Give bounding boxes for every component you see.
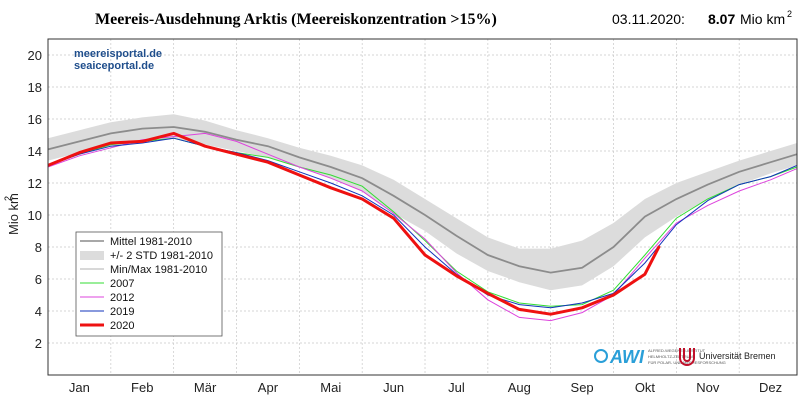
y-tick-label: 18: [28, 80, 42, 95]
y-tick-label: 16: [28, 112, 42, 127]
y-tick-label: 14: [28, 144, 42, 159]
series-line-2012: [47, 132, 798, 322]
y-tick-label: 10: [28, 208, 42, 223]
awi-logo-text: AWI: [609, 347, 645, 367]
legend-box: [75, 231, 223, 337]
plot-frame: [47, 38, 798, 376]
site-label-2: seaiceportal.de: [74, 60, 154, 72]
current-unit: Mio km: [740, 11, 785, 27]
awi-logo-small-1: ALFRED-WEGENER-INSTITUT: [648, 348, 706, 353]
uni-bremen-logo-icon: [679, 348, 695, 366]
y-tick-label: 4: [35, 304, 42, 319]
series-lines: [47, 126, 798, 322]
y-ticks: 2 4 6 8 10 12 14 16 18 20: [28, 48, 42, 351]
x-tick-label: Jan: [69, 380, 90, 395]
legend-label-std: +/- 2 STD 1981-2010: [110, 250, 213, 262]
x-tick-label: Dez: [759, 380, 782, 395]
legend-label-2020: 2020: [110, 320, 134, 332]
x-tick-label: Jun: [383, 380, 404, 395]
legend-label-2007: 2007: [110, 278, 134, 290]
x-tick-label: Mai: [320, 380, 341, 395]
series-line-2019: [47, 137, 798, 309]
std-band: [48, 114, 797, 291]
mean-line: [47, 126, 798, 274]
legend-label-minmax: Min/Max 1981-2010: [110, 264, 207, 276]
legend-swatch-std: [80, 251, 104, 260]
current-value: 8.07: [708, 11, 735, 27]
awi-logo-small-3: FÜR POLAR- UND MEERESFORSCHUNG: [648, 360, 726, 365]
y-axis-label: Mio km: [6, 193, 21, 235]
x-tick-label: Aug: [508, 380, 531, 395]
legend-label-2019: 2019: [110, 306, 134, 318]
x-ticks: Jan Feb Mär Apr Mai Jun Jul Aug Sep Okt Nov Dez: [69, 380, 782, 395]
uni-bremen-logo-text: Universität Bremen: [699, 351, 776, 361]
x-tick-label: Mär: [194, 380, 217, 395]
y-tick-label: 20: [28, 48, 42, 63]
awi-logo: AWI ALFRED-WEGENER-INSTITUT HELMHOLTZ-ZE…: [594, 347, 726, 367]
x-tick-label: Apr: [258, 380, 279, 395]
x-tick-label: Feb: [131, 380, 153, 395]
site-label-1: meereisportal.de: [74, 48, 162, 60]
x-tick-label: Jul: [448, 380, 465, 395]
y-axis-label-sup: 2: [3, 196, 13, 201]
x-tick-label: Sep: [571, 380, 594, 395]
x-tick-label: Nov: [696, 380, 720, 395]
legend: Mittel 1981-2010 +/- 2 STD 1981-2010 Min…: [75, 231, 223, 337]
legend-label-2012: 2012: [110, 292, 134, 304]
y-tick-label: 2: [35, 336, 42, 351]
y-tick-label: 12: [28, 176, 42, 191]
date-label: 03.11.2020:: [612, 11, 685, 27]
std-band-area: [48, 114, 797, 291]
chart-title: Meereis-Ausdehnung Arktis (Meereiskonzen…: [95, 11, 497, 28]
y-tick-label: 6: [35, 272, 42, 287]
x-tick-label: Okt: [635, 380, 656, 395]
current-unit-sup: 2: [787, 9, 792, 19]
legend-label-mean: Mittel 1981-2010: [110, 236, 192, 248]
awi-logo-small-2: HELMHOLTZ-ZENTRUM: [648, 354, 693, 359]
uni-bremen-logo: Universität Bremen: [679, 348, 776, 366]
series-line-2020: [47, 131, 661, 316]
y-tick-label: 8: [35, 240, 42, 255]
awi-logo-icon: [594, 349, 608, 363]
